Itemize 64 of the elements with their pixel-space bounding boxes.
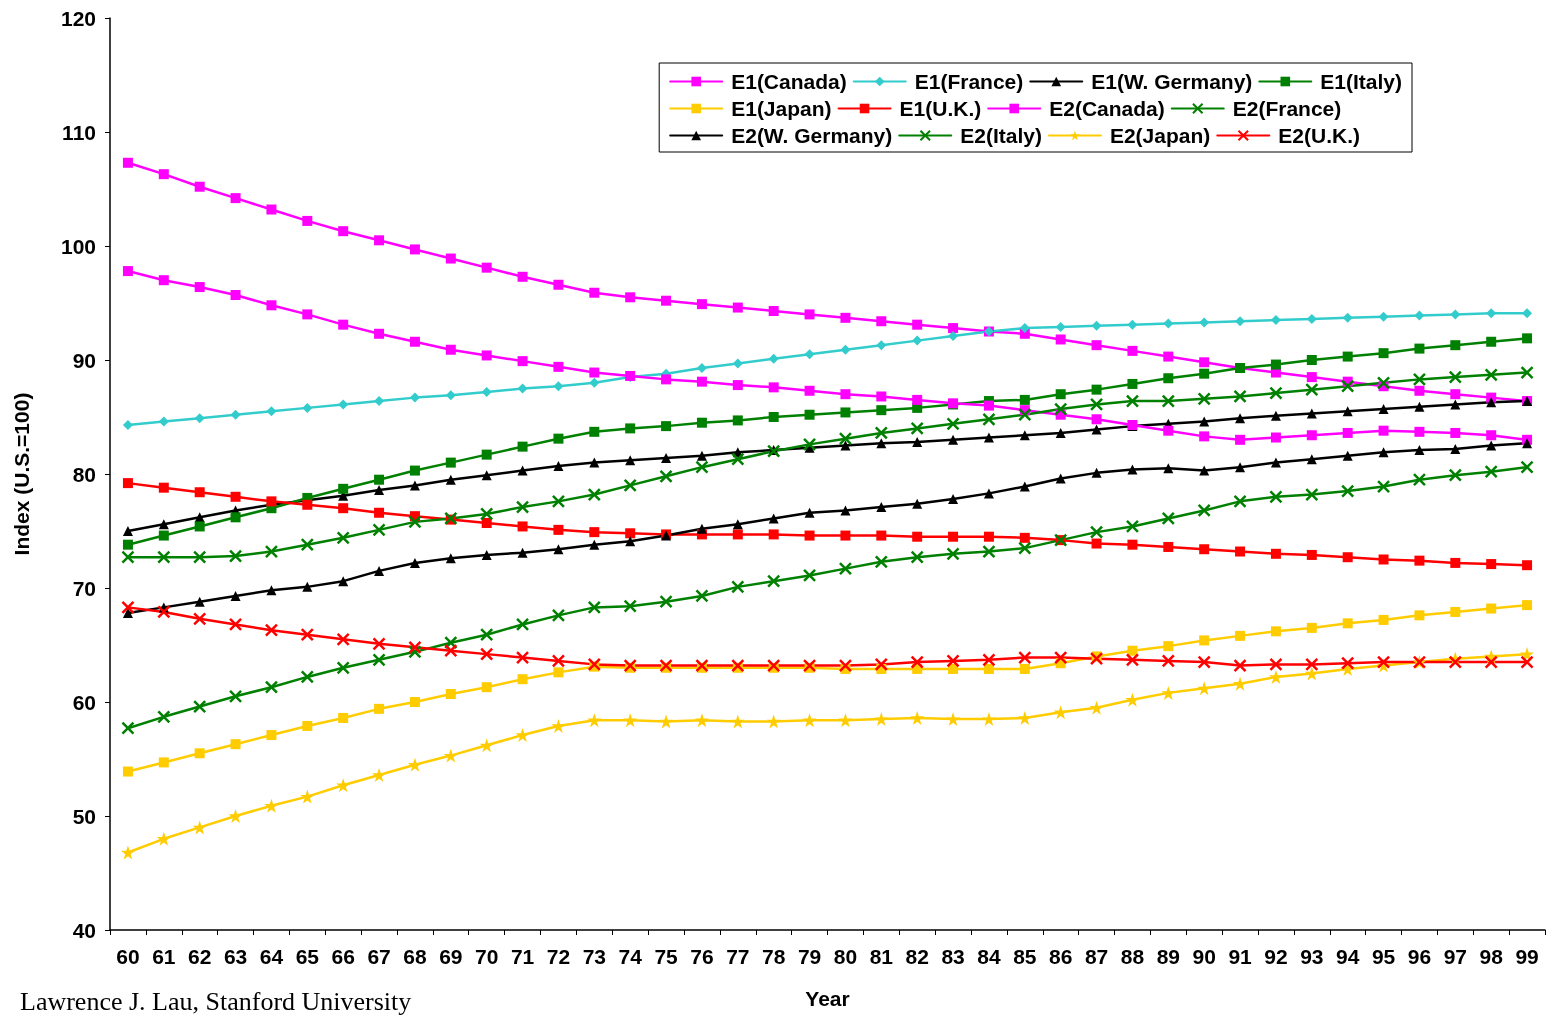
- y-tick-label: 80: [72, 462, 96, 486]
- x-tick-label: 60: [116, 945, 140, 968]
- x-tick-label: 79: [797, 945, 822, 968]
- y-tick-label: 120: [60, 6, 96, 30]
- x-tick-label: 78: [762, 945, 786, 968]
- legend-label: E2(W. Germany): [731, 124, 893, 147]
- x-tick-label: 98: [1479, 945, 1504, 968]
- y-tick-label: 50: [72, 804, 96, 828]
- legend-label: E2(Italy): [960, 124, 1042, 147]
- x-tick-label: 68: [403, 945, 427, 968]
- x-tick-label: 83: [941, 945, 965, 968]
- x-tick-label: 91: [1228, 945, 1253, 968]
- x-tick-label: 89: [1156, 945, 1180, 968]
- x-tick-label: 76: [690, 945, 714, 968]
- y-tick-label: 90: [72, 348, 96, 372]
- x-tick-label: 77: [726, 945, 750, 968]
- x-tick-label: 82: [905, 945, 929, 968]
- legend-label: E1(W. Germany): [1091, 70, 1253, 93]
- x-tick-label: 73: [582, 945, 606, 968]
- x-tick-label: 66: [331, 945, 355, 968]
- x-tick-label: 65: [295, 945, 320, 968]
- y-tick-label: 110: [62, 120, 96, 144]
- x-tick-label: 67: [367, 945, 391, 968]
- x-tick-label: 69: [439, 945, 463, 968]
- x-tick-label: 92: [1264, 945, 1288, 968]
- x-tick-label: 81: [869, 945, 894, 968]
- legend-label: E2(Canada): [1049, 97, 1165, 120]
- x-tick-label: 96: [1407, 945, 1432, 968]
- legend-label: E1(Italy): [1320, 70, 1403, 93]
- legend-label: E2(U.K.): [1278, 124, 1360, 147]
- legend-label: E1(France): [914, 70, 1024, 93]
- x-tick-label: 62: [188, 945, 212, 968]
- x-tick-label: 64: [259, 945, 284, 968]
- x-tick-label: 71: [510, 945, 535, 968]
- x-tick-label: 61: [152, 945, 176, 968]
- x-tick-label: 99: [1515, 945, 1539, 968]
- x-tick-label: 70: [475, 945, 499, 968]
- x-tick-label: 72: [546, 945, 571, 968]
- x-tick-label: 88: [1120, 945, 1145, 968]
- x-tick-label: 86: [1049, 945, 1073, 968]
- y-axis-title: Index (U.S.=100): [10, 392, 33, 556]
- x-tick-label: 85: [1013, 945, 1037, 968]
- legend-label: E1(Canada): [731, 70, 847, 93]
- x-axis-title: Year: [805, 987, 850, 1010]
- x-tick-label: 80: [833, 945, 858, 968]
- x-tick-label: 97: [1443, 945, 1467, 968]
- text: Lawrence J. Lau, Stanford University: [20, 986, 412, 1016]
- y-tick-label: 60: [72, 690, 96, 714]
- y-tick-label: 70: [72, 576, 96, 600]
- legend-label: E2(France): [1232, 97, 1342, 120]
- legend-label: E1(Japan): [731, 97, 832, 120]
- x-tick-label: 90: [1192, 945, 1216, 968]
- legend-label: E2(Japan): [1109, 124, 1211, 147]
- x-tick-label: 87: [1084, 945, 1109, 968]
- x-tick-label: 63: [223, 945, 248, 968]
- x-tick-label: 74: [618, 945, 643, 968]
- x-tick-label: 95: [1371, 945, 1396, 968]
- y-tick-label: 40: [72, 918, 96, 942]
- y-tick-label: 100: [60, 234, 96, 258]
- x-tick-label: 75: [654, 945, 679, 968]
- legend-label: E1(U.K.): [899, 97, 982, 120]
- x-tick-label: 84: [977, 945, 1001, 968]
- x-tick-label: 94: [1336, 945, 1360, 968]
- x-tick-label: 93: [1300, 945, 1324, 968]
